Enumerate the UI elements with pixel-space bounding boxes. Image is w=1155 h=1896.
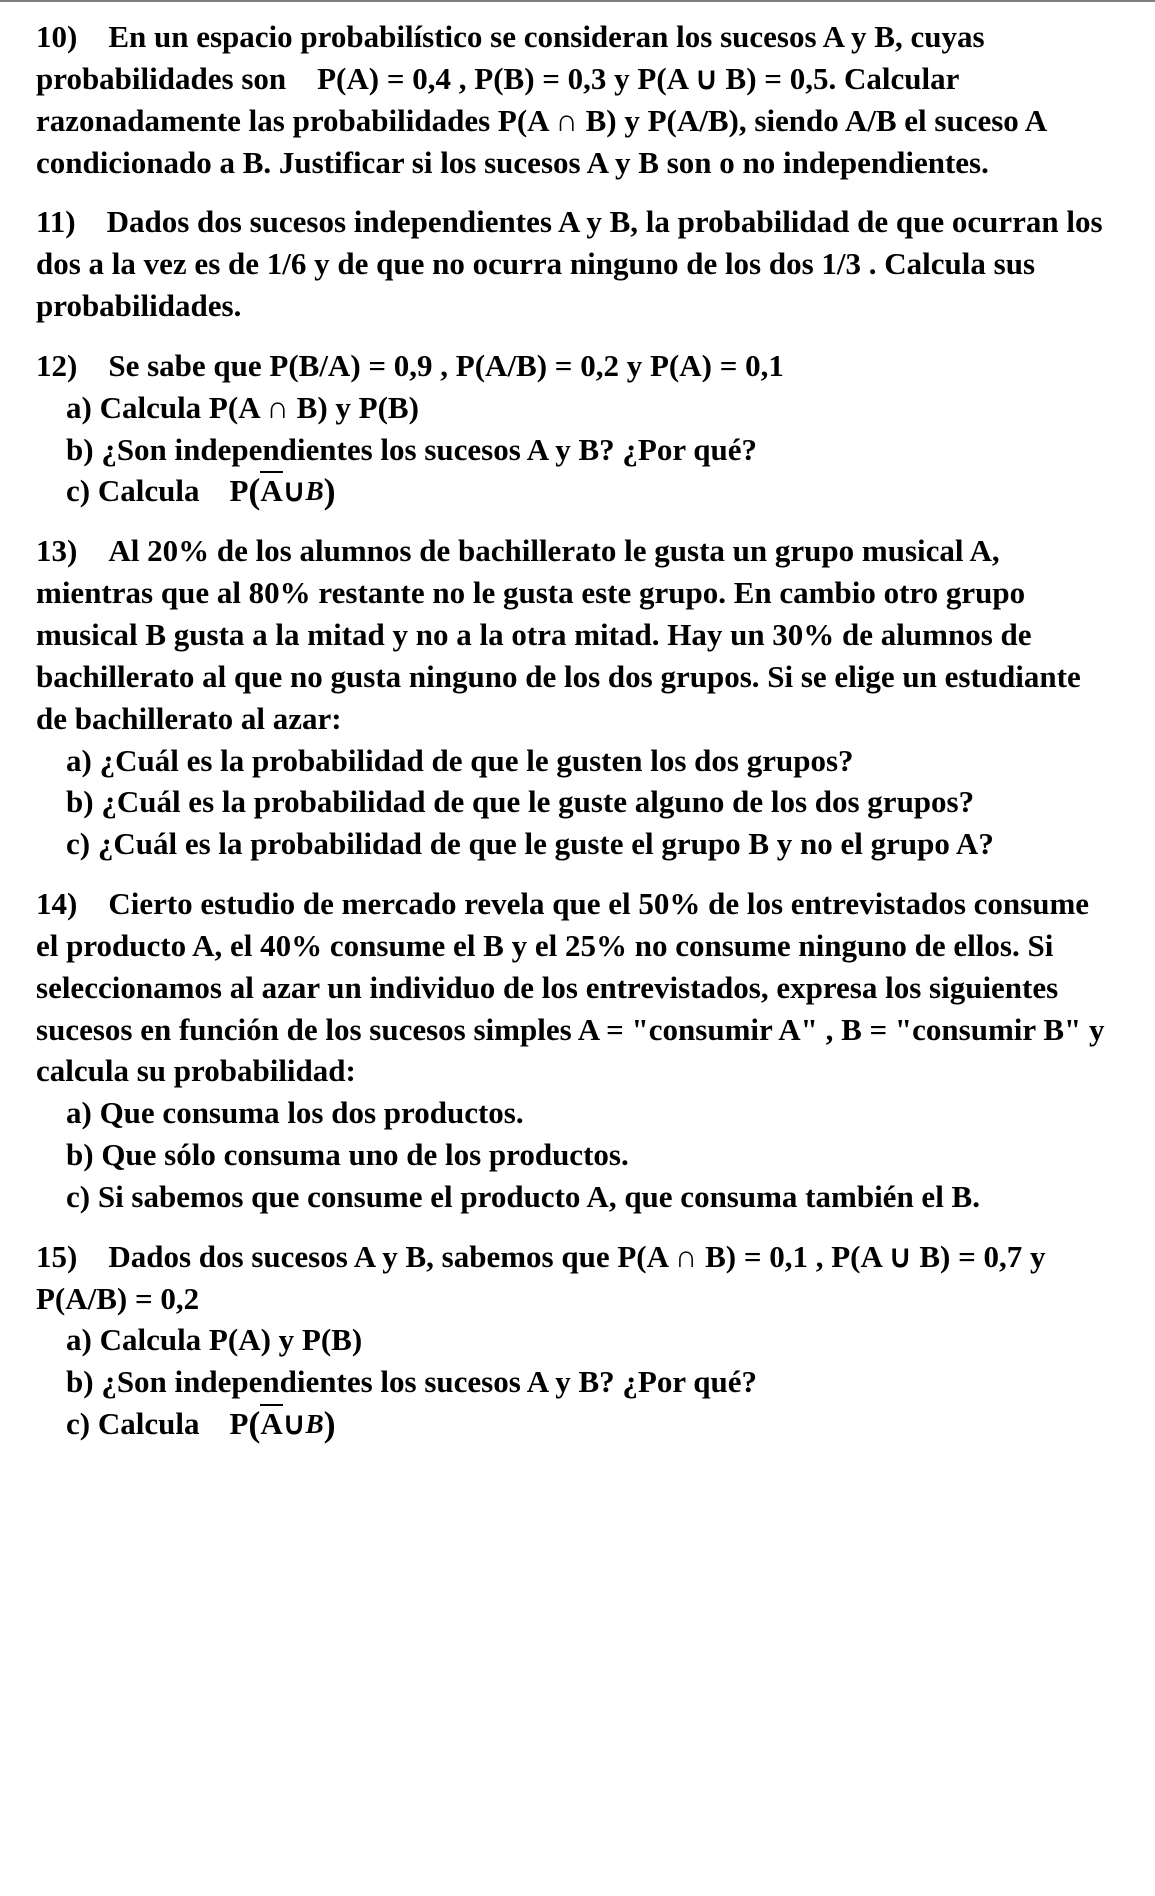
formula-union: ∪ [283,1403,306,1445]
problem-14-c-text: c) Si sabemos que consume el producto A,… [66,1179,980,1214]
formula-b: B [305,473,323,510]
problem-12-b: b) ¿Son independientes los sucesos A y B… [36,429,1119,471]
formula-rparen: ) [324,1406,336,1442]
formula-lparen: ( [248,473,260,509]
problem-12-c-lead: c) Calcula [66,470,199,512]
problem-15-a: a) Calcula P(A) y P(B) [36,1319,1119,1361]
formula-a-bar: A [260,1403,282,1445]
problem-11: 11) Dados dos sucesos independientes A y… [36,201,1119,327]
problem-13: 13) Al 20% de los alumnos de bachillerat… [36,530,1119,865]
problem-13-a-text: a) ¿Cuál es la probabilidad de que le gu… [66,743,854,778]
formula-p: P [229,1403,248,1445]
problem-12-c-row: c) Calcula P ( A ∪ B ) [36,470,1119,512]
problem-15-b: b) ¿Son independientes los sucesos A y B… [36,1361,1119,1403]
problem-10-body: 10) En un espacio probabilístico se cons… [36,19,1045,180]
problem-13-b-text: b) ¿Cuál es la probabilidad de que le gu… [66,784,974,819]
formula-b: B [305,1406,323,1443]
problem-14-b: b) Que sólo consuma uno de los productos… [36,1134,1119,1176]
problem-13-c-text: c) ¿Cuál es la probabilidad de que le gu… [66,826,994,861]
problem-13-body: 13) Al 20% de los alumnos de bachillerat… [36,530,1119,739]
problem-12-a: a) Calcula P(A ∩ B) y P(B) [36,387,1119,429]
formula-lparen: ( [248,1406,260,1442]
problem-11-body: 11) Dados dos sucesos independientes A y… [36,204,1103,323]
formula-rparen: ) [324,473,336,509]
formula-union: ∪ [283,470,306,512]
problem-14-a: a) Que consuma los dos productos. [36,1092,1119,1134]
problem-12: 12) Se sabe que P(B/A) = 0,9 , P(A/B) = … [36,345,1119,512]
problem-15: 15) Dados dos sucesos A y B, sabemos que… [36,1236,1119,1445]
problem-12-head: 12) Se sabe que P(B/A) = 0,9 , P(A/B) = … [36,345,1119,387]
problem-14-c: c) Si sabemos que consume el producto A,… [36,1176,1119,1218]
formula-a-bar: A [260,470,282,512]
problem-15-c-row: c) Calcula P ( A ∪ B ) [36,1403,1119,1445]
problem-14: 14) Cierto estudio de mercado revela que… [36,883,1119,1218]
problem-15-head: 15) Dados dos sucesos A y B, sabemos que… [36,1236,1119,1320]
problem-10: 10) En un espacio probabilístico se cons… [36,16,1119,183]
problem-13-b: b) ¿Cuál es la probabilidad de que le gu… [36,781,1119,823]
problem-15-c-formula: P ( A ∪ B ) [229,1403,335,1445]
problem-12-c-formula: P ( A ∪ B ) [229,470,335,512]
problem-14-body: 14) Cierto estudio de mercado revela que… [36,883,1119,1092]
formula-p: P [229,470,248,512]
problem-15-c-lead: c) Calcula [66,1403,199,1445]
problem-13-c: c) ¿Cuál es la probabilidad de que le gu… [36,823,1119,865]
problem-13-a: a) ¿Cuál es la probabilidad de que le gu… [36,740,1119,782]
